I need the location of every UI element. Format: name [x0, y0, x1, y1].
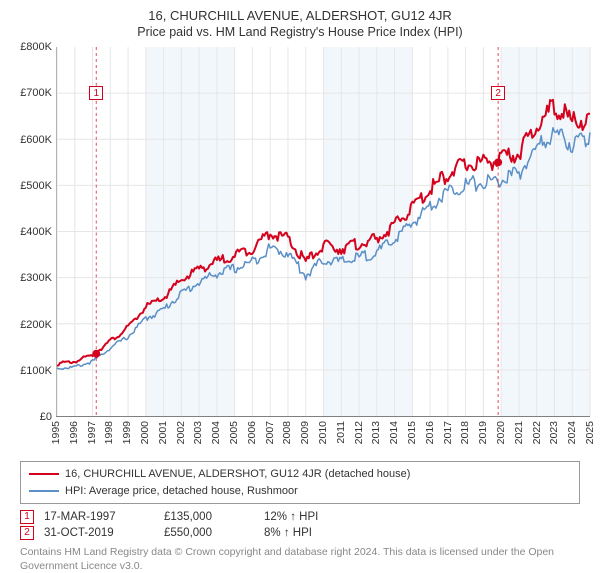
legend-item: 16, CHURCHILL AVENUE, ALDERSHOT, GU12 4J…	[29, 466, 571, 483]
x-tick: 2019	[477, 421, 489, 444]
sale-badge: 2	[20, 526, 34, 540]
x-tick: 2013	[370, 421, 382, 444]
x-tick: 2022	[531, 421, 543, 444]
x-tick: 2025	[584, 421, 596, 444]
x-tick: 2005	[228, 421, 240, 444]
y-tick: £300K	[20, 272, 52, 284]
x-tick: 2018	[459, 421, 471, 444]
x-tick: 2000	[139, 421, 151, 444]
legend-item: HPI: Average price, detached house, Rush…	[29, 483, 571, 500]
sale-price: £550,000	[164, 527, 254, 539]
x-tick: 2021	[513, 421, 525, 444]
sale-date: 17-MAR-1997	[44, 511, 154, 523]
chart-container: 16, CHURCHILL AVENUE, ALDERSHOT, GU12 4J…	[0, 0, 600, 560]
x-tick: 1996	[68, 421, 80, 444]
x-tick: 1995	[50, 421, 62, 444]
marker-badge-1: 1	[89, 86, 103, 100]
x-tick: 1999	[121, 421, 133, 444]
x-tick: 2023	[548, 421, 560, 444]
sale-row: 1 17-MAR-1997 £135,000 12% ↑ HPI	[20, 510, 580, 524]
plot-svg	[57, 47, 590, 416]
y-tick: £600K	[20, 134, 52, 146]
legend-swatch	[29, 473, 59, 475]
legend-label: 16, CHURCHILL AVENUE, ALDERSHOT, GU12 4J…	[65, 466, 410, 483]
y-tick: £800K	[20, 41, 52, 53]
x-tick: 2024	[566, 421, 578, 444]
chart-area: £0£100K£200K£300K£400K£500K£600K£700K£80…	[10, 47, 590, 417]
sale-badge: 1	[20, 510, 34, 524]
plot-area: 12	[56, 47, 590, 417]
y-tick: £200K	[20, 319, 52, 331]
legend-swatch	[29, 490, 59, 492]
x-tick: 2016	[424, 421, 436, 444]
x-tick: 2002	[175, 421, 187, 444]
x-tick: 2007	[264, 421, 276, 444]
legend: 16, CHURCHILL AVENUE, ALDERSHOT, GU12 4J…	[20, 461, 580, 504]
x-tick: 2011	[335, 421, 347, 444]
chart-subtitle: Price paid vs. HM Land Registry's House …	[10, 25, 590, 39]
x-tick: 2004	[210, 421, 222, 444]
x-tick: 2009	[299, 421, 311, 444]
x-tick: 2014	[388, 421, 400, 444]
y-axis: £0£100K£200K£300K£400K£500K£600K£700K£80…	[10, 47, 56, 417]
y-tick: £400K	[20, 226, 52, 238]
x-tick: 2020	[495, 421, 507, 444]
y-tick: £500K	[20, 180, 52, 192]
sale-price: £135,000	[164, 511, 254, 523]
x-tick: 2006	[246, 421, 258, 444]
x-tick: 1997	[86, 421, 98, 444]
x-tick: 2017	[442, 421, 454, 444]
x-tick: 2008	[281, 421, 293, 444]
x-axis: 1995199619971998199920002001200220032004…	[56, 417, 590, 453]
chart-title: 16, CHURCHILL AVENUE, ALDERSHOT, GU12 4J…	[10, 8, 590, 23]
y-tick: £700K	[20, 87, 52, 99]
x-tick: 2003	[192, 421, 204, 444]
legend-label: HPI: Average price, detached house, Rush…	[65, 483, 298, 500]
x-tick: 2001	[157, 421, 169, 444]
sales-table: 1 17-MAR-1997 £135,000 12% ↑ HPI 2 31-OC…	[10, 510, 590, 540]
sale-date: 31-OCT-2019	[44, 527, 154, 539]
x-tick: 1998	[103, 421, 115, 444]
sale-pct: 8% ↑ HPI	[264, 527, 324, 539]
y-tick: £100K	[20, 365, 52, 377]
x-tick: 2010	[317, 421, 329, 444]
sale-row: 2 31-OCT-2019 £550,000 8% ↑ HPI	[20, 526, 580, 540]
x-tick: 2015	[406, 421, 418, 444]
sale-pct: 12% ↑ HPI	[264, 511, 324, 523]
marker-badge-2: 2	[491, 86, 505, 100]
x-tick: 2012	[353, 421, 365, 444]
